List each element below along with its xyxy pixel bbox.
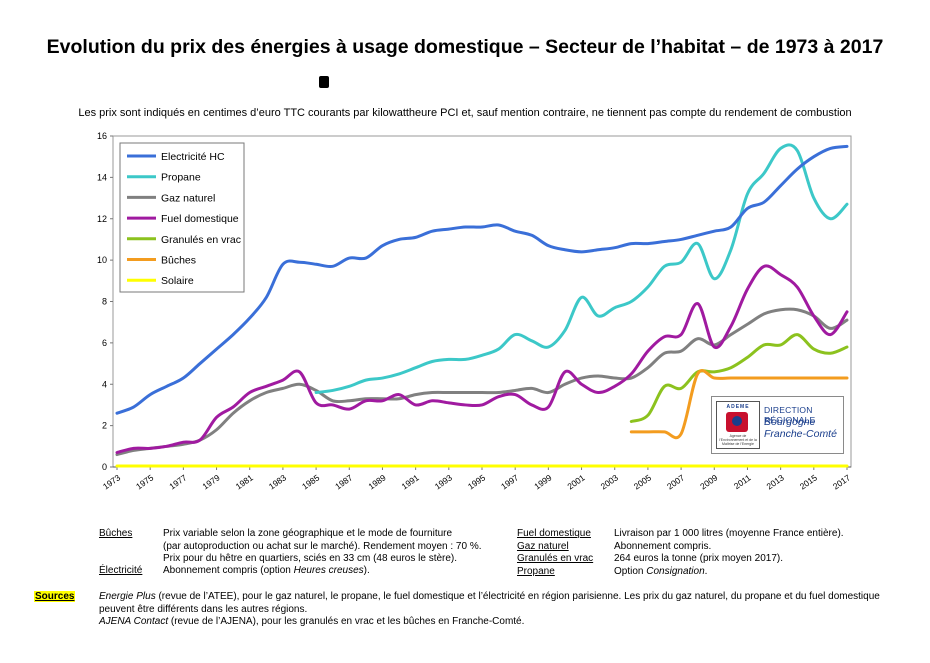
x-tick-label: 1987: [333, 472, 354, 491]
sources-line1: Energie Plus (revue de l’ATEE), pour le …: [99, 591, 880, 602]
note-texts-right: Livraison par 1 000 litres (moyenne Fran…: [614, 528, 844, 578]
legend-label-gaz-naturel: Gaz naturel: [161, 192, 215, 204]
x-tick-label: 2017: [831, 472, 852, 491]
ademe-logo-icon: [726, 412, 748, 432]
x-tick-label: 2003: [599, 472, 620, 491]
y-tick-label: 4: [102, 379, 107, 389]
x-tick-label: 1973: [101, 472, 122, 491]
note-label-propane: Propane: [517, 565, 555, 577]
x-tick-label: 2005: [632, 472, 653, 491]
sources-text: Energie Plus (revue de l’ATEE), pour le …: [99, 591, 899, 629]
x-tick-label: 1975: [134, 472, 155, 491]
y-tick-label: 10: [97, 255, 107, 265]
x-tick-label: 1979: [200, 472, 221, 491]
note-text-fuel: Livraison par 1 000 litres (moyenne Fran…: [614, 528, 844, 539]
note-buches-line2: (par autoproduction ou achat sur le marc…: [163, 540, 482, 552]
x-tick-label: 1981: [234, 472, 255, 491]
sources-line2: peuvent être différents dans les autres …: [99, 603, 308, 615]
legend-label-buches: Bûches: [161, 255, 196, 267]
note-buches-line1: Prix variable selon la zone géographique…: [163, 528, 453, 539]
chart-legend: Electricité HC Propane Gaz naturel Fuel dom…: [119, 142, 245, 293]
x-tick-label: 2011: [732, 472, 753, 491]
stray-mark: [319, 76, 329, 88]
ademe-brand-text: ADEME: [726, 404, 750, 410]
ademe-region-line2: Franche-Comté: [764, 428, 837, 440]
x-tick-label: 1993: [433, 472, 454, 491]
sources-line3: AJENA Contact (revue de l’AJENA), pour l…: [99, 616, 525, 627]
y-tick-label: 2: [102, 421, 107, 431]
y-tick-label: 12: [97, 214, 107, 224]
note-text-buches: Prix variable selon la zone géographique…: [163, 528, 482, 566]
chart-series-layer: [115, 143, 849, 468]
legend-label-fuel-domestique: Fuel domestique: [161, 213, 239, 225]
sources-label: Sources: [34, 591, 76, 602]
x-tick-label: 2015: [798, 472, 819, 491]
legend-label-electricite-hc: Electricité HC: [161, 151, 225, 163]
legend-label-granules-en-vrac: Granulés en vrac: [161, 234, 241, 246]
note-text-granules: 264 euros la tonne (prix moyen 2017).: [614, 553, 783, 564]
note-text-propane: Option Consignation.: [614, 565, 708, 577]
x-tick-label: 1999: [532, 472, 553, 491]
series-line-granules-en-vrac: [629, 333, 849, 423]
series-line-fuel-domestique: [115, 264, 849, 455]
series-line-buches: [629, 369, 849, 440]
x-tick-label: 1985: [300, 472, 321, 491]
note-buches-line3: Prix pour du hêtre en quartiers, sciés e…: [163, 553, 458, 564]
page-title: Evolution du prix des énergies à usage d…: [46, 36, 884, 58]
chart-subtitle: Les prix sont indiqués en centimes d’eur…: [78, 107, 852, 119]
y-tick-label: 6: [102, 338, 107, 348]
x-tick-label: 1977: [167, 472, 188, 491]
x-tick-label: 2013: [765, 472, 786, 491]
ademe-region-line1: Bourgogne: [764, 416, 816, 428]
legend-label-solaire: Solaire: [161, 275, 194, 287]
y-tick-label: 8: [102, 297, 107, 307]
x-tick-label: 2007: [665, 472, 686, 491]
ademe-direction: DIRECTION RÉGIONALE: [764, 405, 816, 425]
y-tick-label: 0: [102, 462, 107, 472]
note-label-granules: Granulés en vrac: [517, 553, 594, 564]
note-text-electricite: Abonnement compris (option Heures creuse…: [163, 565, 370, 576]
ademe-agency-text: Agence de l’Environnement et de la Maîtr…: [719, 434, 757, 446]
series-line-propane: [314, 143, 849, 395]
note-labels-right: Fuel domestique Gaz naturel Granulés en …: [517, 528, 593, 578]
x-tick-label: 1983: [267, 472, 288, 491]
note-label-fuel: Fuel domestique: [517, 528, 591, 539]
y-tick-label: 14: [97, 172, 107, 182]
note-label-gaz: Gaz naturel: [517, 540, 569, 552]
x-tick-label: 1989: [366, 472, 387, 491]
note-text-gaz: Abonnement compris.: [614, 540, 712, 552]
x-tick-label: 1997: [499, 472, 520, 491]
x-tick-label: 2001: [565, 472, 586, 491]
note-label-buches: Bûches: [99, 528, 133, 539]
x-tick-label: 1991: [400, 472, 421, 491]
series-line-electricite-hc: [115, 144, 849, 415]
legend-label-propane: Propane: [161, 172, 201, 184]
x-tick-label: 1995: [466, 472, 487, 491]
y-tick-label: 16: [97, 131, 107, 141]
ademe-logo-block: ADEME Agence de l’Environnement et de la…: [711, 396, 844, 454]
ademe-emblem: ADEME Agence de l’Environnement et de la…: [716, 401, 760, 449]
x-tick-label: 2009: [698, 472, 719, 491]
note-label-electricite: Électricité: [99, 565, 143, 576]
